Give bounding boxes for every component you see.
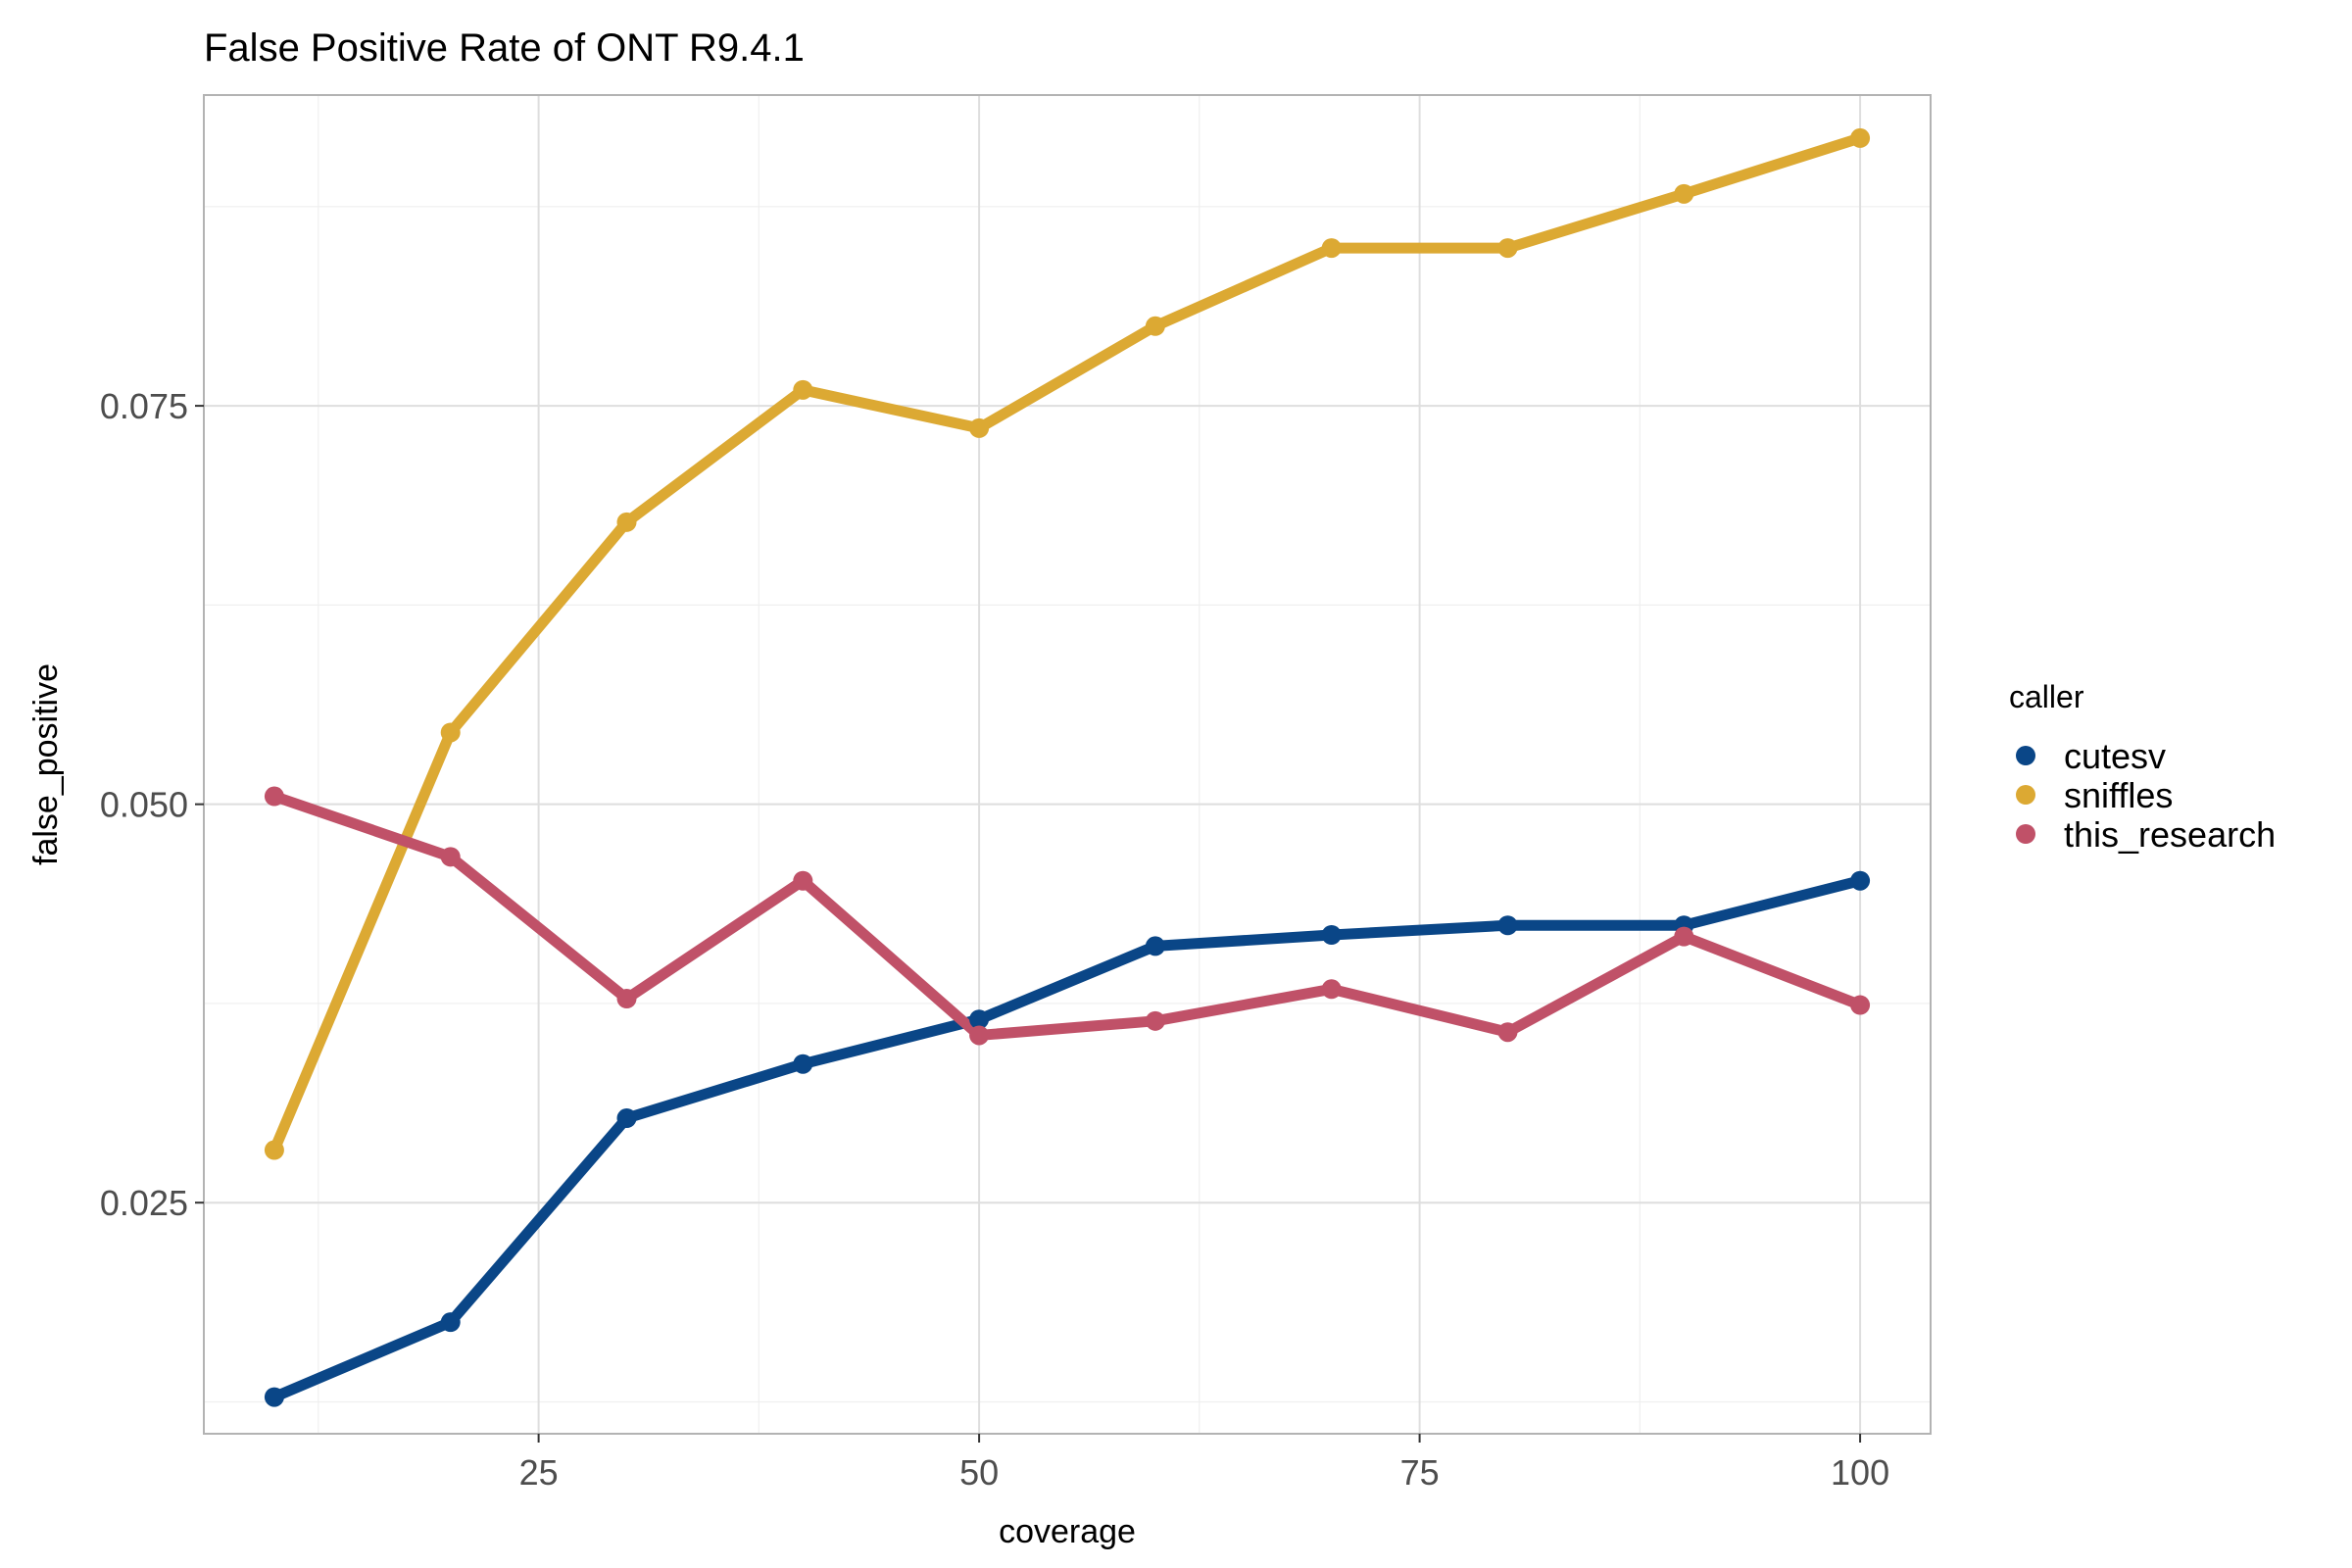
point-this_research-30: [616, 989, 637, 1009]
series-line-sniffles: [269, 132, 1866, 1156]
point-sniffles-10: [264, 1140, 284, 1160]
x-tick-label-1: 50: [959, 1452, 999, 1493]
point-this_research-40: [793, 870, 813, 891]
chart-title: False Positive Rate of ONT R9.4.1: [204, 26, 805, 70]
x-axis: 25 50 75 100: [519, 1434, 1889, 1493]
point-sniffles-70: [1321, 238, 1342, 259]
plot-panel: [203, 94, 1932, 1435]
point-sniffles-30: [616, 512, 637, 532]
plot-panel-background: [204, 95, 1931, 1434]
series-lines: [269, 132, 1866, 1403]
point-sniffles-80: [1497, 238, 1518, 259]
point-cutesv-60: [1145, 936, 1165, 956]
point-sniffles-90: [1674, 183, 1694, 204]
series-points: [264, 127, 1871, 1407]
point-this_research-90: [1674, 926, 1694, 947]
minor-gridlines: [204, 95, 1931, 1434]
legend-title: caller: [2009, 679, 2084, 714]
legend-label-cutesv: cutesv: [2064, 736, 2166, 776]
point-this_research-10: [264, 786, 284, 807]
point-sniffles-60: [1145, 316, 1165, 336]
plot-panel-border: [203, 94, 1932, 1435]
y-axis: 0.025 0.050 0.075: [100, 386, 204, 1223]
point-this_research-50: [969, 1025, 990, 1046]
point-cutesv-30: [616, 1108, 637, 1129]
x-axis-title: coverage: [999, 1513, 1136, 1550]
legend-key-sniffles: [2016, 785, 2035, 805]
point-this_research-20: [440, 847, 461, 867]
point-sniffles-50: [969, 417, 990, 438]
point-sniffles-100: [1850, 127, 1871, 148]
point-this_research-60: [1145, 1010, 1165, 1031]
legend-key-this_research: [2016, 824, 2035, 844]
point-cutesv-80: [1497, 915, 1518, 936]
legend-label-this_research: this_research: [2064, 814, 2276, 855]
point-sniffles-40: [793, 379, 813, 400]
point-cutesv-20: [440, 1312, 461, 1333]
legend-key-cutesv: [2016, 746, 2035, 765]
x-tick-label-2: 75: [1400, 1452, 1440, 1493]
point-this_research-80: [1497, 1022, 1518, 1043]
series-line-cutesv: [269, 875, 1866, 1403]
major-gridlines: [204, 95, 1931, 1434]
y-tick-label-1: 0.050: [100, 785, 188, 825]
point-cutesv-70: [1321, 925, 1342, 946]
legend-label-sniffles: sniffles: [2064, 775, 2173, 815]
series-line-this_research: [269, 791, 1866, 1041]
point-cutesv-50: [969, 1009, 990, 1030]
y-tick-label-0: 0.025: [100, 1183, 188, 1223]
point-sniffles-20: [440, 722, 461, 743]
point-cutesv-40: [793, 1054, 813, 1074]
point-this_research-70: [1321, 979, 1342, 1000]
point-this_research-100: [1850, 995, 1871, 1015]
point-cutesv-100: [1850, 870, 1871, 891]
x-tick-label-0: 25: [519, 1452, 559, 1493]
x-tick-label-3: 100: [1831, 1452, 1889, 1493]
y-tick-label-2: 0.075: [100, 386, 188, 426]
point-cutesv-10: [264, 1387, 284, 1407]
y-axis-title: false_positive: [27, 663, 65, 865]
